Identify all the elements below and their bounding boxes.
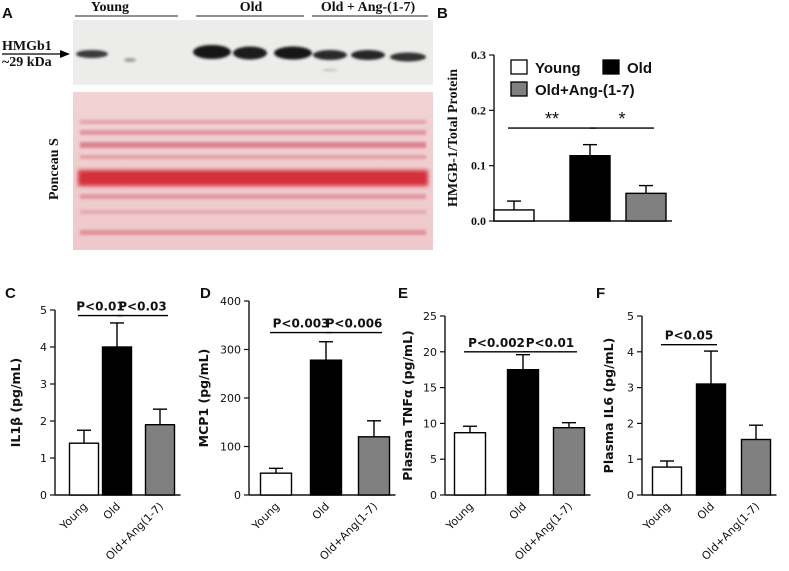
category-label-f-0: Young	[640, 500, 673, 533]
y-tick-label-d: 300	[220, 344, 241, 357]
hmgb1-kda-label: ~29 kDa	[2, 55, 52, 70]
y-tick-label-e: 20	[423, 346, 437, 359]
bar-d-0	[259, 472, 293, 496]
y-tick-label-e: 10	[423, 417, 437, 430]
y-tick-label-b: 0.2	[471, 103, 486, 117]
bar-c-0	[68, 442, 100, 496]
y-axis-label-e: Plasma TNFα (pg/mL)	[400, 330, 415, 480]
bar-e-0	[453, 432, 487, 496]
legend-swatch-2	[510, 81, 528, 97]
y-tick-label-f: 1	[627, 453, 634, 466]
category-label-e-0: Young	[443, 500, 476, 533]
y-tick-label-c: 1	[40, 452, 47, 465]
blot-group-young: Young	[91, 0, 129, 15]
bar-b-1	[569, 155, 611, 222]
y-axis-label-b: HMGB-1/Total Protein	[446, 69, 461, 207]
legend-swatch-0	[510, 59, 528, 75]
bar-f-1	[695, 383, 727, 496]
y-tick-label-c: 2	[40, 415, 47, 428]
panel-letter-f: F	[596, 285, 605, 302]
hmgb1-bands	[76, 45, 426, 72]
bar-c-2	[144, 424, 176, 496]
y-axis-label-c: IL1β (pg/mL)	[8, 358, 23, 448]
category-label-c-0: Young	[57, 500, 90, 533]
y-tick-label-d: 0	[234, 489, 241, 502]
y-tick-label-e: 0	[430, 489, 437, 502]
significance-label-f-0: P<0.05	[665, 329, 713, 343]
ponceau-label: Ponceau S	[47, 138, 62, 200]
panel-letter-e: E	[398, 285, 408, 302]
y-tick-label-c: 3	[40, 378, 47, 391]
y-tick-label-d: 200	[220, 392, 241, 405]
legend-b: Young Old Old+Ang-(1-7)	[510, 59, 652, 99]
hmgb1-label: HMGb1	[2, 39, 52, 54]
y-tick-label-d: 100	[220, 441, 241, 454]
y-axis-label-d: MCP1 (pg/mL)	[196, 349, 211, 448]
y-tick-label-f: 0	[627, 489, 634, 502]
legend-label-0: Young	[535, 60, 581, 77]
y-tick-label-b: 0.1	[471, 159, 486, 173]
bar-c-1	[101, 346, 133, 496]
y-tick-label-e: 25	[423, 310, 437, 323]
significance-label-c-1: P<0.03	[118, 300, 166, 314]
legend-label-1: Old	[627, 60, 652, 77]
ponceau-bands	[78, 120, 428, 235]
y-tick-label-e: 15	[423, 382, 437, 395]
category-label-d-1: Old	[310, 500, 332, 522]
hmgb1-arrow-head	[60, 50, 70, 58]
panel-letter-d: D	[200, 285, 211, 302]
category-label-d-0: Young	[249, 500, 282, 533]
y-tick-label-b: 0.0	[471, 214, 486, 228]
blot-group-old: Old	[240, 0, 263, 15]
legend-label-2: Old+Ang-(1-7)	[535, 82, 635, 99]
blot-group-old-ang: Old + Ang-(1-7)	[321, 0, 416, 15]
category-label-c-1: Old	[101, 500, 123, 522]
y-tick-label-f: 2	[627, 417, 634, 430]
bar-f-0	[651, 466, 683, 496]
legend-swatch-1	[602, 59, 620, 75]
significance-label-e-1: P<0.01	[526, 336, 574, 350]
y-tick-label-f: 3	[627, 382, 634, 395]
significance-label-b-0: **	[545, 109, 559, 129]
y-axis-label-f: Plasma IL6 (pg/mL)	[601, 338, 616, 474]
y-tick-label-b: 0.3	[471, 48, 486, 62]
y-tick-label-d: 400	[220, 295, 241, 308]
panel-letter-b: B	[437, 5, 448, 22]
bar-e-1	[506, 369, 540, 496]
bar-e-2	[552, 426, 586, 496]
y-tick-label-f: 4	[627, 346, 634, 359]
category-label-e-1: Old	[507, 500, 529, 522]
significance-label-d-1: P<0.006	[326, 317, 383, 331]
y-tick-label-e: 5	[430, 453, 437, 466]
y-tick-label-f: 5	[627, 310, 634, 323]
bar-b-2	[625, 192, 667, 222]
significance-label-d-0: P<0.003	[273, 317, 330, 331]
y-tick-label-c: 4	[40, 341, 47, 354]
significance-label-b-1: *	[618, 109, 625, 129]
bar-b-0	[493, 209, 535, 222]
significance-label-c-0: P<0.01	[76, 300, 124, 314]
significance-label-e-0: P<0.002	[468, 336, 525, 350]
y-tick-label-c: 5	[40, 304, 47, 317]
y-tick-label-c: 0	[40, 489, 47, 502]
panel-a: A Young Old Old + Ang-(1-7) HMGb1 ~29 kD…	[2, 0, 433, 250]
panel-letter-c: C	[5, 285, 16, 302]
category-label-f-1: Old	[695, 500, 717, 522]
bar-f-2	[740, 438, 772, 496]
bar-d-2	[357, 436, 391, 496]
bar-d-1	[309, 359, 343, 496]
panel-letter-a: A	[2, 5, 13, 22]
